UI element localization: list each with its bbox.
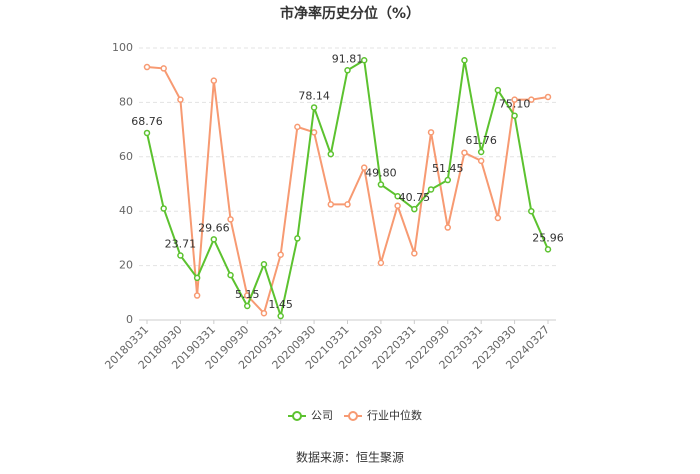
legend-label: 公司 [311, 409, 333, 422]
point [210, 236, 218, 243]
data-label: 51.45 [432, 162, 464, 175]
point [544, 246, 552, 253]
point [160, 205, 167, 212]
point [544, 93, 552, 101]
point [227, 271, 234, 279]
point [244, 292, 251, 299]
y-tick-label: 20 [119, 259, 133, 272]
point [377, 259, 385, 267]
point [143, 129, 151, 137]
data-label: 40.75 [399, 191, 431, 204]
y-tick-label: 40 [119, 204, 133, 217]
point [444, 224, 451, 231]
point [444, 176, 451, 184]
y-tick-label: 100 [112, 41, 133, 54]
point [227, 216, 234, 223]
point [177, 252, 184, 259]
point [360, 56, 368, 64]
data-label: 91.81 [332, 52, 364, 65]
point [143, 63, 151, 71]
legend-marker [348, 411, 358, 421]
data-label: 29.66 [198, 221, 230, 234]
data-label: 61.76 [465, 134, 497, 147]
point [193, 292, 201, 299]
point [310, 129, 318, 136]
point [327, 201, 335, 208]
data-label: 5.15 [235, 288, 260, 301]
point [494, 214, 502, 222]
point [528, 96, 535, 103]
point [260, 260, 268, 268]
point [294, 235, 301, 242]
point [244, 302, 251, 310]
series-line [146, 66, 549, 316]
point [494, 86, 502, 94]
data-label: 68.76 [131, 115, 163, 128]
point [360, 164, 368, 171]
legend-label: 行业中位数 [367, 408, 422, 422]
point [477, 148, 485, 156]
point [427, 186, 435, 193]
point [193, 274, 201, 282]
point [511, 96, 518, 103]
y-tick-label: 0 [126, 313, 133, 326]
data-label: 78.14 [298, 89, 330, 102]
point [394, 202, 401, 210]
point [160, 65, 167, 72]
source: 数据来源：恒生聚源 [296, 450, 404, 465]
point [528, 207, 535, 215]
point [260, 309, 268, 317]
point [411, 205, 418, 213]
data-label: 25.96 [532, 231, 564, 244]
point [327, 150, 335, 158]
point [461, 149, 468, 156]
point [344, 201, 351, 208]
y-tick-label: 80 [119, 95, 133, 108]
data-label: 1.45 [268, 298, 293, 311]
point [277, 251, 284, 258]
point [294, 123, 301, 131]
point [461, 56, 468, 64]
point [411, 250, 418, 257]
chart-title: 市净率历史分位（%） [280, 5, 420, 22]
point [210, 77, 218, 84]
data-label: 23.71 [165, 238, 197, 251]
point [310, 104, 318, 111]
data-label: 49.80 [365, 167, 397, 180]
point [277, 312, 284, 320]
y-tick-label: 60 [119, 150, 133, 163]
point [394, 192, 401, 200]
point [427, 129, 435, 136]
point [177, 96, 184, 103]
point [377, 181, 385, 188]
point [344, 67, 351, 74]
point [477, 157, 485, 165]
legend-marker [292, 411, 302, 421]
series-line [146, 58, 549, 320]
data-label: 75.10 [499, 98, 531, 111]
point [511, 112, 518, 119]
